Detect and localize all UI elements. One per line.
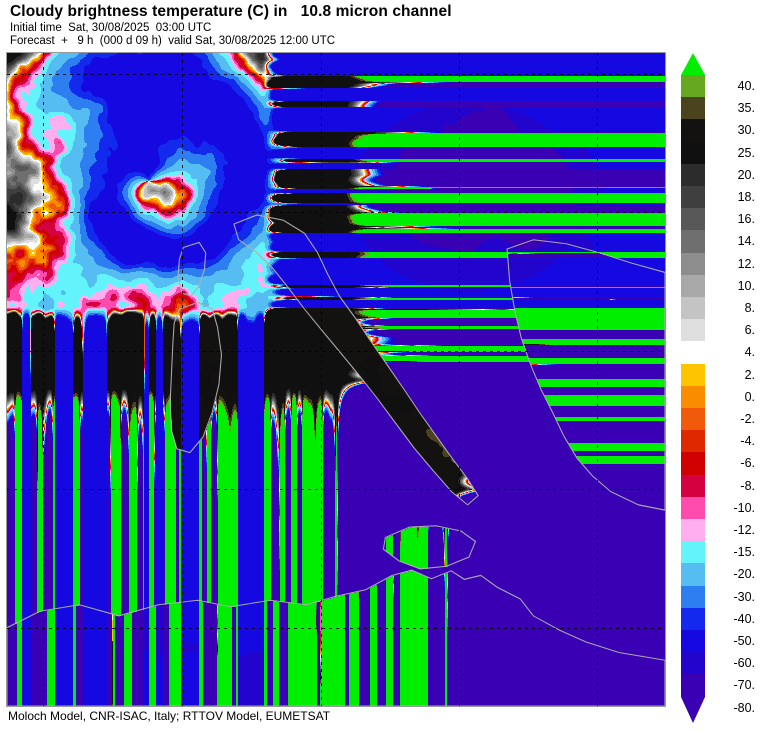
colorbar-tick-label: 12.	[737, 256, 755, 271]
initial-time-label: Initial time Sat, 30/08/2025 03:00 UTC	[10, 22, 212, 34]
colorbar-tick-label: 0.	[744, 389, 755, 404]
colorbar-tick-label: -15.	[733, 545, 755, 560]
colorbar-gradient	[679, 45, 707, 723]
colorbar-tick-label: 20.	[737, 167, 755, 182]
satellite-map-panel[interactable]	[6, 52, 666, 707]
colorbar-band	[681, 430, 705, 453]
brightness-temperature-field	[7, 53, 665, 706]
colorbar-over-range-arrow-icon	[681, 53, 705, 75]
colorbar-tick-label: 10.	[737, 278, 755, 293]
colorbar-tick-label: 8.	[744, 301, 755, 315]
forecast-valid-label: Forecast + 9 h (000 d 09 h) valid Sat, 3…	[10, 35, 336, 47]
colorbar-tick-label: -6.	[740, 456, 755, 471]
colorbar-band	[681, 652, 705, 675]
colorbar-band	[681, 496, 705, 520]
colorbar-band	[681, 119, 705, 143]
colorbar-band	[681, 208, 705, 231]
colorbar-tick-labels: 40. 35. 30. 25. 20. 18. 16. 14. 12. 10. 8. 6. 4. 2. 0.…	[707, 45, 759, 720]
colorbar-tick-label: 6.	[744, 323, 755, 338]
colorbar-tick-label: -8.	[740, 478, 755, 493]
colorbar-tick-label: -50.	[733, 634, 755, 648]
colorbar-tick-label: 25.	[737, 145, 755, 160]
colorbar-tick-label: 14.	[737, 234, 755, 249]
colorbar-tick-label: 40.	[737, 79, 755, 93]
figure-header: Cloudy brightness temperature (C) in 10.…	[0, 0, 760, 47]
colorbar-band	[681, 97, 705, 120]
colorbar-band	[681, 75, 705, 98]
colorbar-band	[681, 252, 705, 276]
colorbar-tick-label: 2.	[744, 367, 755, 382]
colorbar-band	[681, 363, 705, 387]
colorbar-band	[681, 163, 705, 187]
colorbar-band	[681, 630, 705, 653]
colorbar-tick-label: 30.	[737, 123, 755, 138]
colorbar-band	[681, 297, 705, 320]
colorbar-tick-label: -80.	[733, 700, 755, 715]
colorbar-band	[681, 674, 705, 698]
colorbar-tick-label: -20.	[733, 567, 755, 582]
colorbar-band	[681, 474, 705, 498]
colorbar-tick-label: -10.	[733, 500, 755, 515]
colorbar: 40. 35. 30. 25. 20. 18. 16. 14. 12. 10. 8. 6. 4. 2. 0.…	[679, 45, 759, 723]
colorbar-tick-label: -2.	[740, 412, 755, 426]
colorbar-band	[681, 186, 705, 209]
colorbar-band	[681, 563, 705, 587]
colorbar-band	[681, 341, 705, 365]
colorbar-band	[681, 519, 705, 542]
colorbar-band	[681, 607, 705, 631]
colorbar-tick-label: -70.	[733, 678, 755, 693]
page-title: Cloudy brightness temperature (C) in 10.…	[10, 3, 452, 20]
colorbar-tick-label: 18.	[737, 190, 755, 204]
colorbar-tick-label: 4.	[744, 345, 755, 360]
colorbar-band	[681, 274, 705, 298]
colorbar-band	[681, 319, 705, 342]
colorbar-tick-label: -4.	[740, 434, 755, 449]
colorbar-tick-label: 35.	[737, 101, 755, 116]
colorbar-tick-label: -30.	[733, 589, 755, 604]
colorbar-band	[681, 585, 705, 609]
colorbar-tick-label: 16.	[737, 212, 755, 227]
colorbar-band	[681, 452, 705, 476]
colorbar-band	[681, 141, 705, 165]
model-credit-label: Moloch Model, CNR-ISAC, Italy; RTTOV Mod…	[8, 709, 331, 723]
colorbar-tick-label: -60.	[733, 656, 755, 671]
colorbar-under-range-arrow-icon	[681, 696, 705, 723]
colorbar-band	[681, 408, 705, 431]
colorbar-tick-label: -12.	[733, 523, 755, 537]
colorbar-band	[681, 385, 705, 409]
colorbar-band	[681, 541, 705, 564]
colorbar-tick-label: -40.	[733, 611, 755, 626]
colorbar-band	[681, 230, 705, 254]
